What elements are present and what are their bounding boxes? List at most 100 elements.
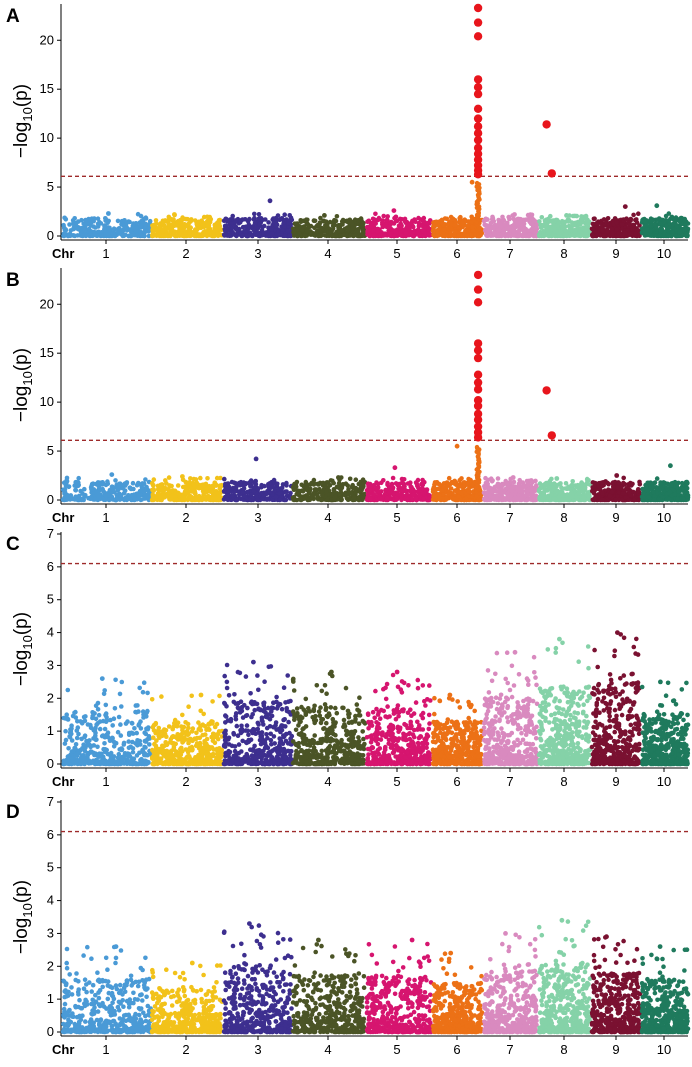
data-point bbox=[110, 230, 116, 235]
peak-point bbox=[106, 211, 111, 216]
data-point bbox=[224, 485, 230, 491]
data-point bbox=[205, 224, 210, 229]
data-point bbox=[648, 233, 654, 238]
data-point bbox=[345, 219, 350, 225]
x-axis-label: Chr bbox=[52, 510, 74, 525]
data-point bbox=[465, 233, 471, 238]
data-point bbox=[644, 227, 650, 232]
data-point bbox=[465, 481, 470, 487]
data-point bbox=[179, 230, 184, 236]
data-point bbox=[369, 223, 374, 229]
data-point bbox=[552, 225, 557, 230]
chromosome-label: 5 bbox=[393, 510, 400, 525]
chromosome-label: 8 bbox=[560, 510, 567, 525]
data-point bbox=[286, 233, 292, 238]
data-point bbox=[388, 221, 394, 227]
data-point bbox=[143, 215, 149, 220]
data-point bbox=[230, 216, 235, 221]
data-point bbox=[188, 476, 193, 481]
y-tick-label: 15 bbox=[40, 345, 54, 360]
data-point bbox=[365, 229, 370, 234]
data-point bbox=[298, 496, 304, 502]
data-point bbox=[352, 217, 358, 222]
data-point bbox=[445, 222, 450, 228]
data-point bbox=[158, 482, 164, 488]
data-point bbox=[452, 218, 458, 223]
data-point bbox=[224, 218, 230, 223]
chromosome-label: 10 bbox=[657, 246, 671, 261]
data-point bbox=[255, 497, 261, 503]
data-point bbox=[349, 484, 355, 490]
data-point bbox=[66, 484, 72, 489]
data-point bbox=[365, 219, 370, 225]
peak-point bbox=[454, 443, 460, 449]
data-point bbox=[212, 480, 217, 486]
peak-point bbox=[654, 203, 660, 209]
data-point bbox=[409, 231, 415, 237]
data-point bbox=[381, 478, 386, 483]
panel-letter: B bbox=[6, 270, 20, 291]
data-point bbox=[474, 180, 480, 186]
data-point bbox=[513, 495, 518, 501]
data-point bbox=[336, 485, 342, 490]
data-point bbox=[111, 226, 117, 231]
data-point bbox=[631, 212, 636, 218]
data-point bbox=[652, 222, 657, 227]
data-point bbox=[234, 497, 239, 502]
data-point bbox=[229, 229, 234, 235]
data-point bbox=[605, 228, 610, 234]
data-point bbox=[456, 226, 462, 231]
data-point bbox=[281, 224, 287, 229]
data-point bbox=[120, 222, 126, 228]
data-point bbox=[286, 221, 291, 226]
data-point bbox=[192, 490, 197, 496]
peak-point bbox=[180, 474, 185, 479]
data-point bbox=[126, 219, 131, 224]
data-point bbox=[359, 223, 364, 228]
data-point bbox=[217, 223, 223, 229]
data-point bbox=[267, 490, 273, 495]
data-point bbox=[381, 213, 387, 219]
data-point bbox=[215, 220, 220, 225]
data-point bbox=[256, 212, 262, 217]
data-point bbox=[312, 487, 318, 492]
data-point bbox=[269, 231, 275, 236]
data-point bbox=[212, 233, 217, 239]
data-point bbox=[431, 485, 437, 491]
data-point bbox=[556, 220, 562, 226]
data-point bbox=[277, 497, 282, 503]
data-point bbox=[464, 497, 469, 502]
peak-point bbox=[253, 456, 259, 462]
data-point bbox=[329, 233, 335, 239]
data-point bbox=[165, 219, 170, 224]
data-point bbox=[202, 496, 208, 502]
data-point bbox=[499, 487, 504, 492]
data-point bbox=[563, 486, 568, 491]
data-point bbox=[385, 217, 390, 223]
data-point bbox=[312, 231, 317, 237]
data-point bbox=[75, 226, 80, 232]
y-tick-label: 10 bbox=[40, 130, 54, 145]
data-point bbox=[185, 216, 190, 222]
data-point bbox=[550, 232, 556, 238]
data-point bbox=[442, 227, 447, 232]
data-point bbox=[66, 233, 72, 239]
ylabel-suffix: (p) bbox=[11, 348, 32, 371]
data-point bbox=[539, 215, 545, 220]
data-point bbox=[285, 228, 291, 233]
data-point bbox=[120, 233, 125, 239]
data-point bbox=[190, 496, 195, 501]
data-point bbox=[633, 217, 638, 223]
data-point bbox=[315, 493, 320, 499]
data-point bbox=[384, 495, 390, 501]
data-point bbox=[512, 491, 518, 497]
data-point bbox=[600, 227, 605, 233]
data-point bbox=[329, 491, 335, 497]
peak-point bbox=[391, 208, 397, 214]
data-point bbox=[619, 222, 625, 227]
data-point bbox=[398, 223, 404, 228]
data-point bbox=[248, 492, 254, 497]
data-point bbox=[333, 233, 339, 239]
significant-point bbox=[547, 169, 556, 178]
data-point bbox=[453, 482, 459, 488]
